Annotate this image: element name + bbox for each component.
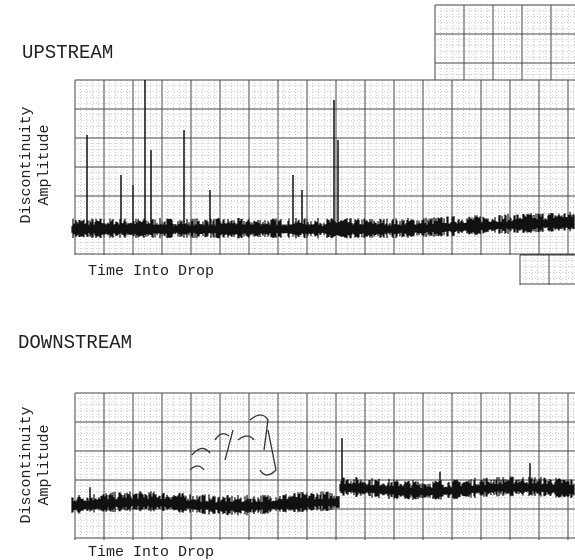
panel-title: UPSTREAM — [22, 42, 113, 64]
page: UPSTREAM Discontinuity Amplitude Time In… — [0, 0, 575, 560]
x-axis-label: Time Into Drop — [88, 263, 214, 280]
recordings — [72, 80, 574, 515]
y-axis-label: Discontinuity — [18, 106, 35, 223]
panel-title: DOWNSTREAM — [18, 332, 132, 354]
y-axis-label: Amplitude — [36, 424, 53, 505]
y-axis-label: Discontinuity — [18, 406, 35, 523]
x-axis-label: Time Into Drop — [88, 544, 214, 560]
handwriting — [190, 415, 276, 475]
y-axis-label: Amplitude — [36, 124, 53, 205]
